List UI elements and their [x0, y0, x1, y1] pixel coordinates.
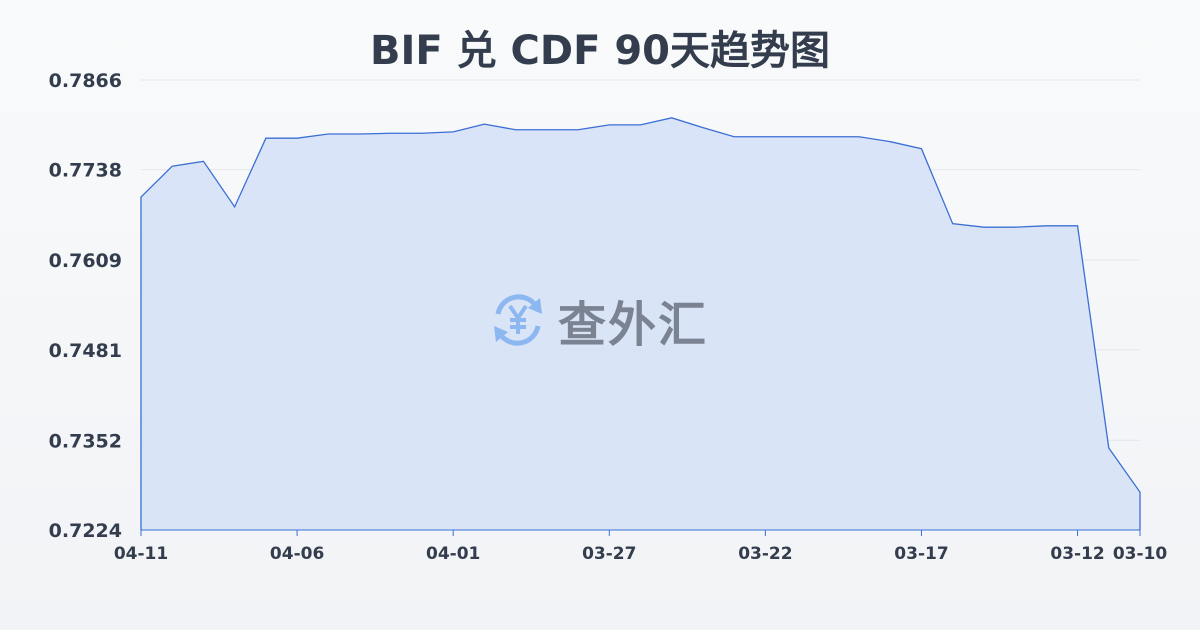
y-tick-label: 0.7609 [49, 250, 122, 272]
yen-exchange-icon [494, 294, 542, 346]
chart-title: BIF 兑 CDF 90天趋势图 [369, 28, 831, 74]
watermark: 查外汇 [488, 285, 708, 355]
y-tick-label: 0.7224 [49, 520, 122, 542]
x-tick-label: 03-27 [582, 544, 636, 564]
y-tick-label: 0.7738 [49, 160, 122, 182]
y-tick-label: 0.7352 [49, 430, 122, 452]
y-tick-label: 0.7481 [49, 340, 122, 362]
x-tick-label: 04-11 [114, 544, 168, 564]
x-tick-label: 03-10 [1113, 544, 1168, 564]
y-tick-label: 0.7866 [49, 70, 122, 92]
x-tick-label: 03-12 [1050, 544, 1104, 564]
watermark-text: 查外汇 [558, 297, 709, 353]
x-tick-label: 04-06 [270, 544, 324, 564]
x-tick-label: 04-01 [426, 544, 480, 564]
x-tick-label: 03-22 [738, 544, 792, 564]
x-tick-label: 03-17 [894, 544, 948, 564]
area-fill [141, 117, 1140, 530]
